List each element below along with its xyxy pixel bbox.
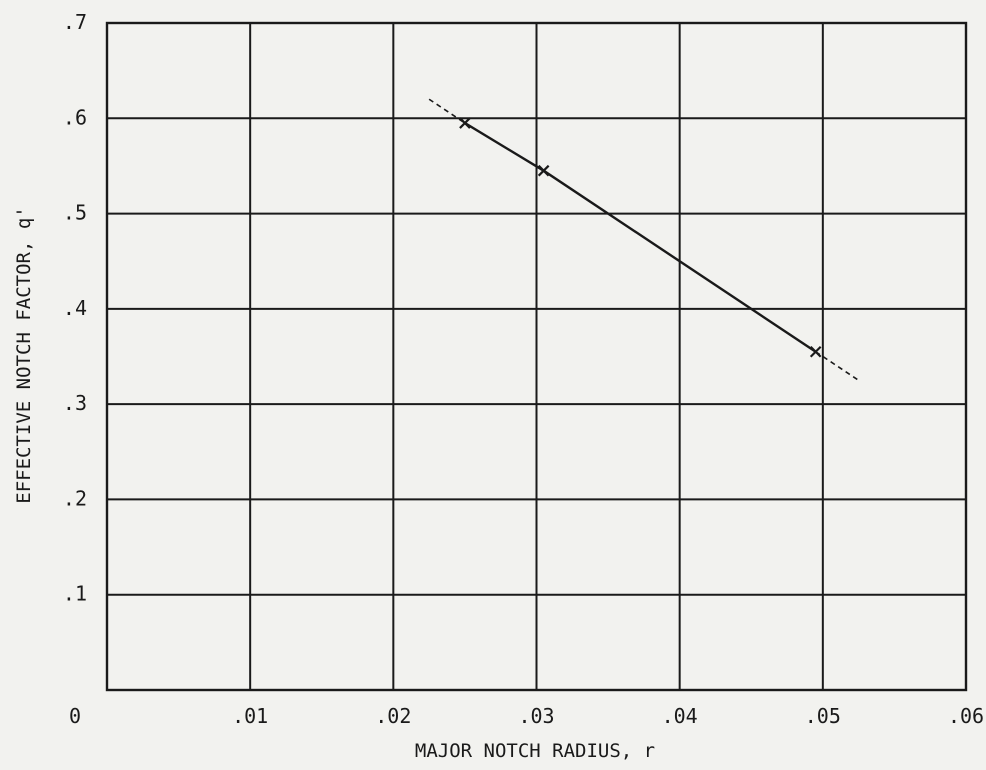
data-point-marker [809,345,822,358]
marker-stroke [809,345,822,358]
data-point-marker [537,164,550,177]
x-tick-labels: 0 .01 .02 .03 .04 .05 .06 [69,704,984,728]
chart-markers [459,117,822,358]
x-tick-label: .05 [805,704,841,728]
marker-stroke [537,164,550,177]
y-tick-label: .1 [63,582,87,606]
x-tick-label: .04 [662,704,698,728]
y-tick-label: .3 [63,391,87,415]
x-tick-label: .03 [518,704,554,728]
x-tick-label: .06 [948,704,984,728]
chart-lines [428,98,860,381]
y-tick-label: .2 [63,486,87,510]
x-tick-label: .01 [232,704,268,728]
x-tick-label: 0 [69,704,81,728]
y-tick-label: .4 [63,296,87,320]
x-tick-label: .02 [375,704,411,728]
y-tick-label: .7 [63,10,87,34]
x-axis-label: MAJOR NOTCH RADIUS, r [415,740,655,762]
y-tick-labels: .1 .2 .3 .4 .5 .6 .7 [63,10,87,606]
series-line [464,122,817,353]
y-tick-label: .6 [63,105,87,129]
marker-stroke [459,117,471,129]
chart-grid [105,21,968,692]
y-axis-label: EFFECTIVE NOTCH FACTOR, q' [13,206,35,503]
extrapolation-dashed-line [428,98,466,124]
data-point-marker [459,117,471,129]
y-tick-label: .5 [63,201,87,225]
